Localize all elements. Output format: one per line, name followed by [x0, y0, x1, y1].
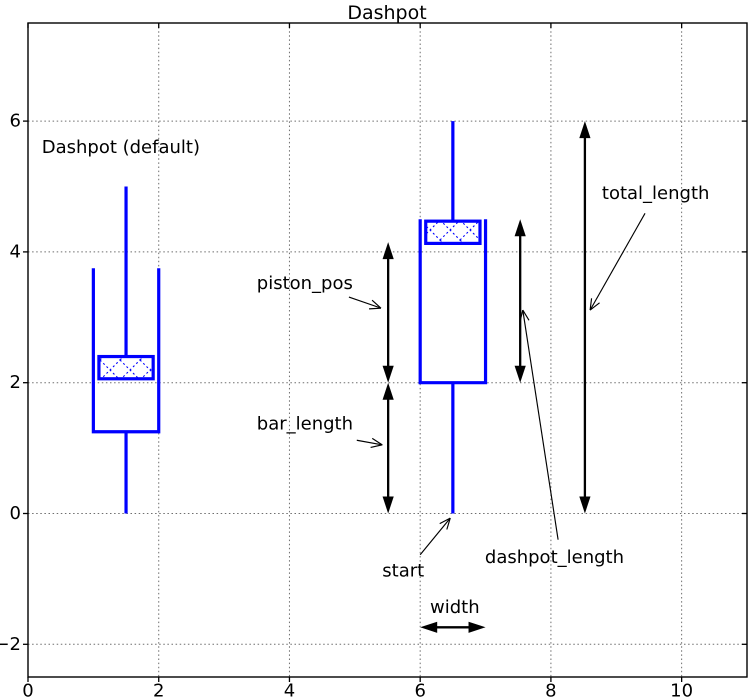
axes-spine — [27, 22, 748, 678]
y-tick-label: −2 — [0, 634, 21, 655]
dimension-arrow-piston_pos — [382, 242, 394, 383]
annotation-arrowhead — [371, 437, 383, 446]
dashpot-cylinder — [91, 268, 161, 434]
annotation-arrow-dashpot_length — [519, 309, 559, 540]
dimension-arrow-dashpot_length — [514, 219, 526, 383]
annotation-arrowhead — [370, 444, 383, 448]
x-tick-label: 2 — [153, 681, 164, 697]
figure-label: Dashpot (default) — [42, 137, 200, 158]
annotation-arrow-bar_length — [356, 437, 383, 448]
x-tick-label: 6 — [414, 681, 425, 697]
dimension-arrow-total_length — [579, 121, 591, 514]
annotation-label-total_length: total_length — [602, 183, 710, 204]
arrowhead — [382, 496, 394, 514]
annotation-label-bar_length: bar_length — [257, 413, 353, 434]
dashpot-cylinder — [418, 219, 488, 385]
annotation-arrowhead — [519, 309, 524, 322]
arrowhead — [420, 621, 438, 633]
arrowhead — [382, 242, 394, 260]
arrowhead — [382, 382, 394, 400]
grid-layer — [28, 23, 747, 677]
annotation-label-piston_pos: piston_pos — [257, 273, 353, 294]
annotation-arrowhead — [371, 299, 382, 309]
x-tick-label: 10 — [670, 681, 693, 697]
text-layer: 0 2 4 6 8 10 −2 0 2 4 6 piston_pos bar_length total_l… — [0, 111, 709, 697]
annotation-arrowhead — [522, 309, 530, 321]
dimension-arrow-width — [420, 621, 486, 633]
arrows-layer — [348, 121, 646, 633]
annotation-arrowhead — [589, 298, 593, 311]
annotation-label-width: width — [430, 597, 480, 618]
y-tick-label: 6 — [10, 111, 21, 132]
arrowhead — [579, 496, 591, 514]
annotation-arrowhead — [589, 302, 600, 311]
y-tick-label: 0 — [10, 503, 21, 524]
annotation-label-dashpot_length: dashpot_length — [485, 547, 624, 568]
dimension-arrow-bar_length — [382, 382, 394, 514]
axes-layer — [23, 22, 748, 682]
annotation-arrow-piston_pos — [348, 296, 382, 310]
arrowhead — [468, 621, 486, 633]
annotation-arrowhead — [439, 517, 451, 525]
y-tick-label: 4 — [10, 241, 21, 262]
annotation-arrow-shaft — [522, 310, 559, 540]
arrowhead — [579, 121, 591, 139]
annotation-arrow-start — [419, 517, 451, 556]
annotation-arrow-shaft — [348, 296, 382, 309]
annotation-arrow-shaft — [419, 517, 451, 556]
arrowhead — [514, 219, 526, 237]
arrowhead — [382, 365, 394, 383]
chart-title: Dashpot — [347, 2, 426, 24]
annotation-arrow-shaft — [356, 439, 383, 446]
annotation-arrow-total_length — [589, 213, 646, 311]
annotation-label-start: start — [382, 561, 424, 582]
arrowhead — [514, 365, 526, 383]
y-tick-label: 2 — [10, 372, 21, 393]
annotation-arrowhead — [369, 307, 381, 310]
x-tick-label: 8 — [545, 681, 556, 697]
x-tick-label: 4 — [284, 681, 295, 697]
shapes-layer — [91, 121, 488, 514]
x-tick-label: 0 — [22, 681, 33, 697]
annotation-arrow-shaft — [589, 213, 646, 311]
dashpot-piston — [97, 354, 155, 381]
dashpot-piston — [424, 219, 482, 245]
annotation-arrowhead — [446, 517, 451, 530]
